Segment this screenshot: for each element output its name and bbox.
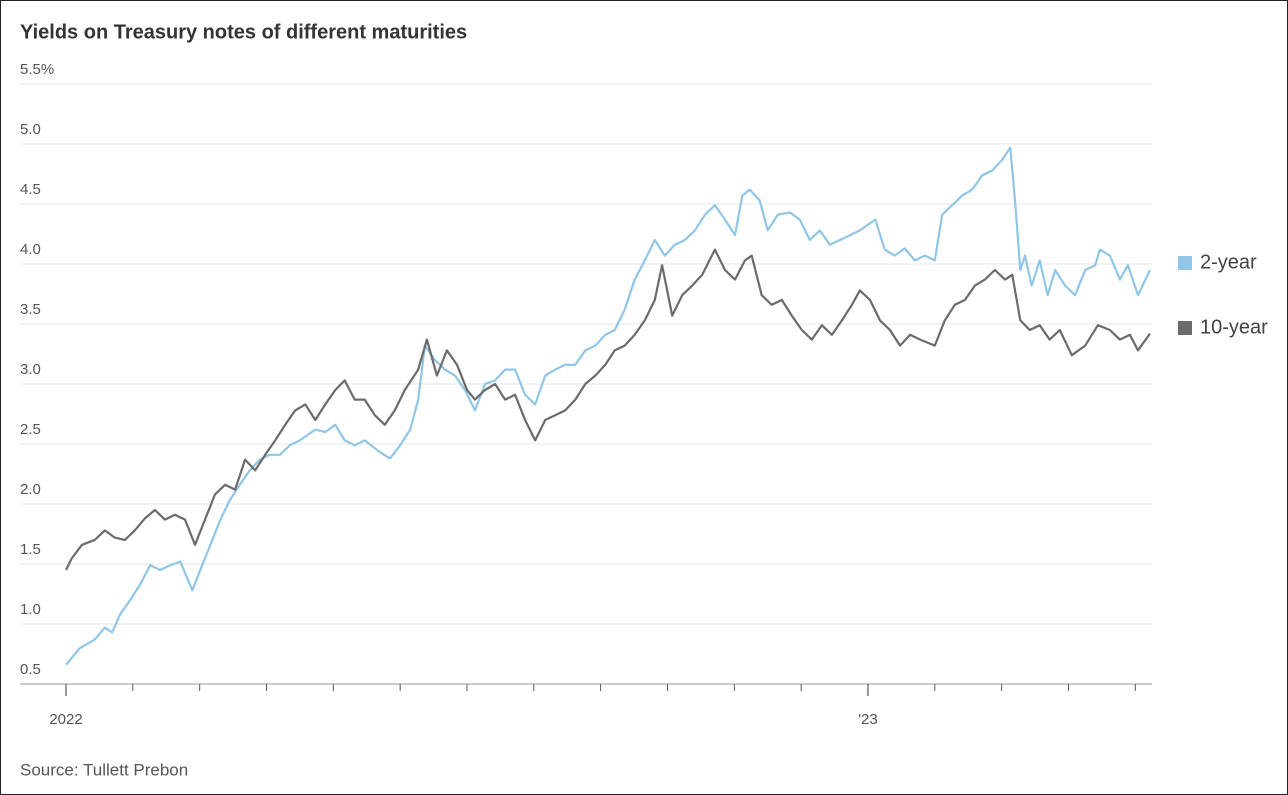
legend-label: 2-year	[1200, 251, 1257, 273]
legend-swatch	[1178, 256, 1192, 270]
y-tick-label: 5.5%	[20, 61, 54, 78]
series-line	[65, 146, 1151, 666]
y-tick-label: 3.5	[20, 301, 41, 318]
chart-title: Yields on Treasury notes of different ma…	[20, 21, 467, 43]
y-tick-label: 2.0	[20, 481, 41, 498]
legend-swatch	[1178, 321, 1192, 335]
y-tick-label: 1.0	[20, 601, 41, 618]
source-note: Source: Tullett Prebon	[20, 760, 188, 779]
y-tick-label: 4.5	[20, 181, 41, 198]
y-tick-label: 4.0	[20, 241, 41, 258]
series-line	[65, 248, 1151, 571]
y-tick-label: 1.5	[20, 541, 41, 558]
y-tick-label: 0.5	[20, 661, 41, 678]
x-tick-label: 2022	[49, 711, 82, 728]
y-tick-label: 2.5	[20, 421, 41, 438]
y-tick-label: 3.0	[20, 361, 41, 378]
legend-label: 10-year	[1200, 316, 1268, 338]
y-tick-label: 5.0	[20, 121, 41, 138]
x-tick-label: '23	[858, 711, 878, 728]
